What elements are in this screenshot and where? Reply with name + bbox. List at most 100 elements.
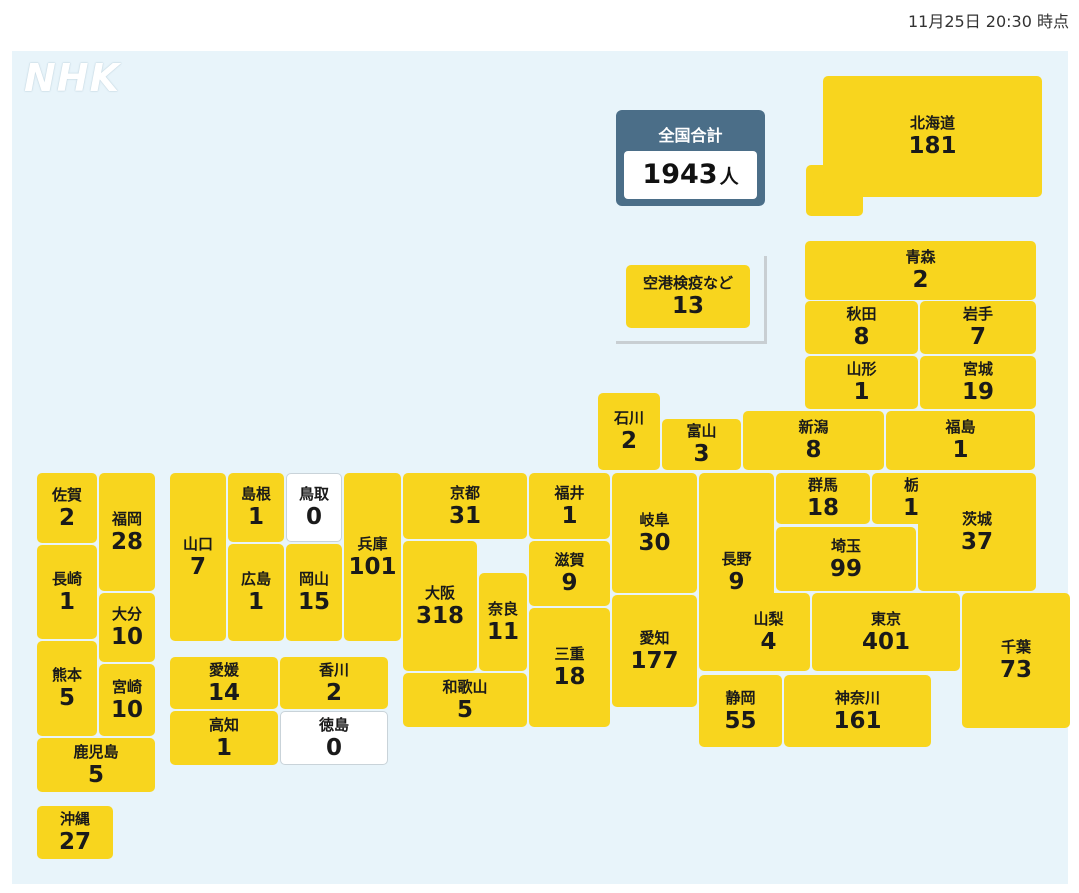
pref-count: 7 xyxy=(189,553,206,580)
pref-tile-kumamoto[interactable]: 熊本 5 xyxy=(37,641,97,736)
pref-tile-tokushima[interactable]: 徳島 0 xyxy=(280,711,388,765)
pref-tile-nara[interactable]: 奈良 11 xyxy=(479,573,527,671)
pref-tile-yamanashi[interactable]: 山梨 4 xyxy=(727,593,810,671)
pref-tile-chiba[interactable]: 千葉 73 xyxy=(962,593,1070,728)
pref-tile-kyoto[interactable]: 京都 31 xyxy=(403,473,527,539)
pref-tile-ibaraki[interactable]: 茨城 37 xyxy=(918,473,1036,591)
pref-name: 大分 xyxy=(111,605,142,623)
pref-count: 30 xyxy=(638,529,671,556)
pref-tile-saitama[interactable]: 埼玉 99 xyxy=(776,527,916,591)
pref-name: 埼玉 xyxy=(830,536,861,555)
pref-tile-wakayama[interactable]: 和歌山 5 xyxy=(403,673,527,727)
pref-name: 徳島 xyxy=(318,715,349,734)
pref-name: 茨城 xyxy=(961,509,992,528)
pref-count: 55 xyxy=(724,707,757,734)
pref-tile-toyama[interactable]: 富山 3 xyxy=(662,419,741,470)
pref-count: 5 xyxy=(58,685,75,711)
national-total-box: 1943 人 xyxy=(624,151,757,199)
pref-tile-kagawa[interactable]: 香川 2 xyxy=(280,657,388,709)
pref-count: 5 xyxy=(87,761,104,788)
pref-name: 静岡 xyxy=(725,688,756,707)
pref-count: 101 xyxy=(348,553,397,580)
pref-count: 37 xyxy=(960,528,993,555)
pref-name: 福岡 xyxy=(111,509,142,528)
pref-tile-saga[interactable]: 佐賀 2 xyxy=(37,473,97,543)
pref-tile-osaka[interactable]: 大阪 318 xyxy=(403,541,477,671)
pref-tile-akita[interactable]: 秋田 8 xyxy=(805,301,918,354)
pref-count: 18 xyxy=(806,495,839,521)
pref-tile-ishikawa[interactable]: 石川 2 xyxy=(598,393,660,470)
pref-tile-hokkaido[interactable]: 北海道 181 xyxy=(823,76,1042,197)
pref-count: 161 xyxy=(833,707,882,734)
pref-tile-shimane[interactable]: 島根 1 xyxy=(228,473,284,542)
pref-tile-fukui[interactable]: 福井 1 xyxy=(529,473,610,539)
pref-tile-aomori[interactable]: 青森 2 xyxy=(805,241,1036,300)
pref-name: 島根 xyxy=(240,485,271,503)
pref-name: 宮崎 xyxy=(111,677,142,696)
national-total-count: 1943 xyxy=(642,159,718,190)
pref-name: 群馬 xyxy=(807,476,838,494)
pref-name: 滋賀 xyxy=(554,551,585,569)
pref-tile-tottori[interactable]: 鳥取 0 xyxy=(286,473,342,542)
pref-name: 愛知 xyxy=(639,628,670,647)
pref-tile-kagoshima[interactable]: 鹿児島 5 xyxy=(37,738,155,792)
pref-count: 10 xyxy=(110,696,143,723)
pref-tile-tokyo[interactable]: 東京 401 xyxy=(812,593,960,671)
pref-tile-hyogo[interactable]: 兵庫 101 xyxy=(344,473,401,641)
pref-tile-niigata[interactable]: 新潟 8 xyxy=(743,411,884,470)
pref-tile-shiga[interactable]: 滋賀 9 xyxy=(529,541,610,606)
pref-count: 28 xyxy=(110,528,143,555)
pref-tile-kochi[interactable]: 高知 1 xyxy=(170,711,278,765)
pref-count: 0 xyxy=(305,504,322,530)
pref-name: 空港検疫など xyxy=(642,274,733,292)
pref-tile-airport[interactable]: 空港検疫など 13 xyxy=(626,265,750,328)
pref-count: 1 xyxy=(215,734,232,761)
pref-count: 73 xyxy=(999,657,1032,683)
pref-count: 4 xyxy=(760,628,777,655)
pref-name: 高知 xyxy=(208,715,239,734)
pref-tile-iwate[interactable]: 岩手 7 xyxy=(920,301,1036,354)
pref-tile-miyazaki[interactable]: 宮崎 10 xyxy=(99,664,155,736)
pref-tile-kanagawa[interactable]: 神奈川 161 xyxy=(784,675,931,747)
pref-count: 1 xyxy=(561,502,578,529)
pref-count: 1 xyxy=(247,504,264,530)
pref-name: 東京 xyxy=(870,609,901,628)
pref-count: 18 xyxy=(553,664,586,690)
pref-tile-fukuoka[interactable]: 福岡 28 xyxy=(99,473,155,591)
pref-tile-gunma[interactable]: 群馬 18 xyxy=(776,473,870,524)
pref-name: 長崎 xyxy=(51,569,82,588)
nhk-logo: NHK xyxy=(24,56,121,100)
pref-count: 1 xyxy=(58,588,75,615)
pref-tile-oita[interactable]: 大分 10 xyxy=(99,593,155,662)
pref-name: 福井 xyxy=(554,483,585,502)
pref-count: 8 xyxy=(805,437,822,463)
pref-tile-hiroshima[interactable]: 広島 1 xyxy=(228,544,284,641)
pref-tile-nagasaki[interactable]: 長崎 1 xyxy=(37,545,97,639)
pref-tile-miyagi[interactable]: 宮城 19 xyxy=(920,356,1036,409)
pref-tile-yamagata[interactable]: 山形 1 xyxy=(805,356,918,409)
pref-count: 318 xyxy=(415,602,464,629)
pref-count: 2 xyxy=(325,679,342,706)
pref-tile-fukushima[interactable]: 福島 1 xyxy=(886,411,1035,470)
pref-name: 京都 xyxy=(449,483,480,502)
pref-count: 27 xyxy=(58,829,91,855)
pref-name: 山形 xyxy=(846,360,877,378)
pref-name: 千葉 xyxy=(1000,638,1031,656)
national-total-label: 全国合計 xyxy=(658,126,723,145)
pref-count: 2 xyxy=(912,267,929,293)
pref-tile-aichi[interactable]: 愛知 177 xyxy=(612,595,697,707)
pref-name: 鳥取 xyxy=(298,485,329,503)
pref-tile-gifu[interactable]: 岐阜 30 xyxy=(612,473,697,593)
pref-tile-okinawa[interactable]: 沖縄 27 xyxy=(37,806,113,859)
pref-count: 5 xyxy=(456,696,473,723)
pref-tile-yamaguchi[interactable]: 山口 7 xyxy=(170,473,226,641)
pref-count: 181 xyxy=(908,133,957,159)
pref-name: 岐阜 xyxy=(639,510,670,529)
pref-tile-shizuoka[interactable]: 静岡 55 xyxy=(699,675,782,747)
pref-tile-okayama[interactable]: 岡山 15 xyxy=(286,544,342,641)
pref-name: 佐賀 xyxy=(51,485,82,504)
pref-count: 177 xyxy=(630,647,679,674)
pref-tile-ehime[interactable]: 愛媛 14 xyxy=(170,657,278,709)
pref-tile-mie[interactable]: 三重 18 xyxy=(529,608,610,727)
